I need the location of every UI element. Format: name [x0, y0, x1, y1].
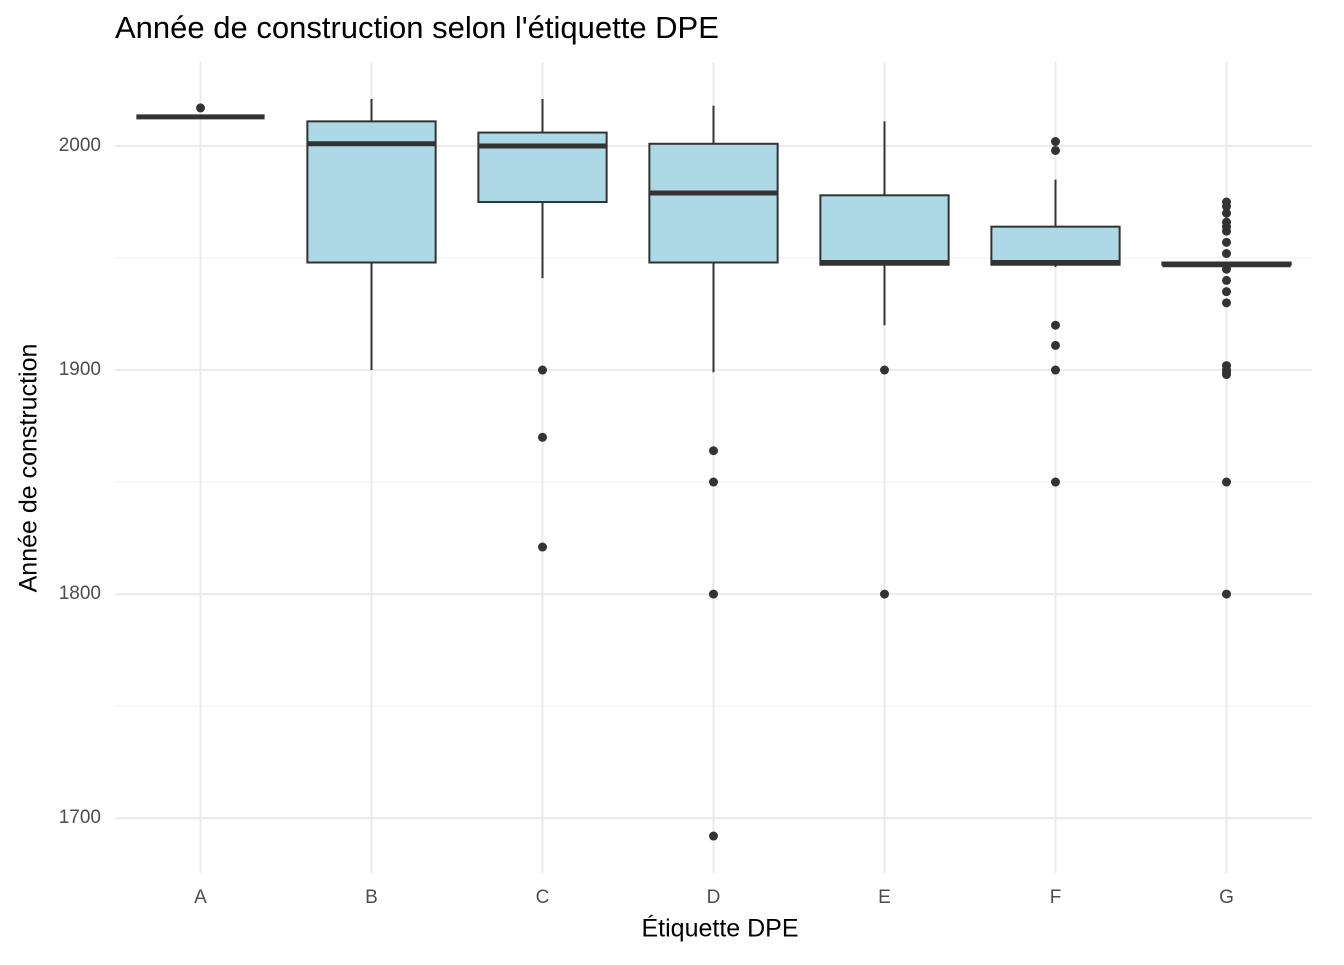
outlier	[538, 542, 547, 552]
outlier	[709, 477, 718, 487]
outlier	[1051, 365, 1060, 375]
outlier	[196, 103, 205, 113]
outlier	[709, 589, 718, 599]
outlier	[1051, 340, 1060, 350]
outlier	[1222, 298, 1231, 308]
x-tick-label: A	[194, 887, 207, 908]
x-tick-label: D	[707, 887, 721, 908]
outlier	[1051, 145, 1060, 155]
outlier	[1222, 275, 1231, 285]
y-tick-label: 1700	[59, 807, 101, 828]
outlier	[538, 432, 547, 442]
outlier	[1222, 370, 1231, 380]
y-tick-label: 1800	[59, 583, 101, 604]
x-tick-label: F	[1050, 887, 1062, 908]
x-tick-label: E	[878, 887, 891, 908]
outlier	[1051, 320, 1060, 330]
outlier	[880, 365, 889, 375]
outlier	[1222, 208, 1231, 218]
outlier	[1222, 202, 1231, 212]
y-tick-label: 2000	[59, 135, 101, 156]
x-tick-label: B	[365, 887, 378, 908]
x-tick-label: G	[1219, 887, 1234, 908]
x-axis-label: Étiquette DPE	[641, 914, 798, 943]
outlier	[1222, 226, 1231, 236]
y-axis-label: Année de construction	[15, 344, 43, 593]
outlier	[1222, 287, 1231, 297]
outlier	[1222, 237, 1231, 247]
y-tick-label: 1900	[59, 359, 101, 380]
outlier	[1051, 137, 1060, 147]
outlier	[1222, 264, 1231, 274]
outlier	[1222, 249, 1231, 259]
box	[990, 225, 1121, 266]
chart-title: Année de construction selon l'étiquette …	[115, 10, 719, 45]
outlier	[709, 831, 718, 841]
outlier	[1222, 589, 1231, 599]
box	[819, 194, 950, 266]
x-tick-label: C	[536, 887, 550, 908]
box	[477, 131, 608, 204]
outlier	[709, 446, 718, 456]
outlier	[1222, 477, 1231, 487]
outlier	[1051, 477, 1060, 487]
box	[648, 142, 779, 264]
outlier	[880, 589, 889, 599]
outlier	[538, 365, 547, 375]
